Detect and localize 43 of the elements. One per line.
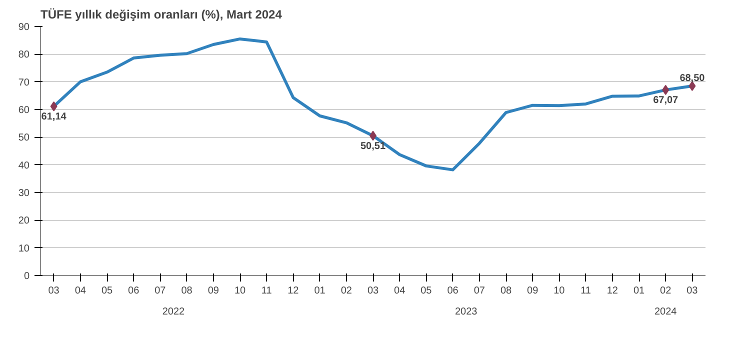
x-tick-label: 02 [660, 286, 672, 296]
x-tick-label: 05 [420, 286, 432, 296]
y-tick-label: 30 [18, 188, 30, 199]
x-tick-label: 08 [500, 286, 512, 296]
text: 2024 [654, 306, 678, 318]
x-tick-label: 11 [580, 286, 592, 296]
x-tick-label: 01 [633, 286, 645, 296]
x-tick-label: 02 [340, 286, 352, 296]
x-tick-label: 12 [606, 286, 618, 296]
x-tick-label: 09 [527, 286, 539, 296]
y-tick-label: 90 [18, 22, 30, 33]
y-tick-label: 60 [18, 105, 30, 116]
y-tick-label: 40 [18, 160, 30, 172]
x-tick-label: 03 [686, 286, 698, 296]
x-tick-label: 10 [234, 286, 246, 296]
text: 2022 [162, 306, 186, 318]
x-tick-label: 07 [154, 286, 166, 296]
x-tick-label: 06 [128, 286, 140, 296]
y-tick-label: 20 [18, 216, 30, 227]
y-tick-label: 70 [18, 77, 30, 88]
x-tick-label: 12 [288, 286, 300, 296]
y-tick-label: 80 [18, 50, 30, 61]
x-tick-label: 11 [261, 286, 272, 296]
y-tick-label: 10 [18, 243, 30, 254]
x-tick-label: 09 [208, 286, 220, 296]
x-tick-label: 04 [394, 286, 406, 296]
x-tick-label: 10 [554, 286, 566, 296]
data-label: 50,51 [360, 140, 386, 152]
x-tick-label: 07 [474, 286, 486, 296]
data-label: 61,14 [41, 111, 67, 122]
x-tick-label: 08 [181, 286, 193, 296]
data-label: 67,07 [653, 94, 679, 106]
x-tick-label: 04 [74, 286, 86, 296]
text: 2023 [454, 306, 478, 318]
y-tick-label: 0 [24, 271, 30, 282]
x-tick-label: 06 [447, 286, 459, 296]
x-tick-label: 01 [314, 286, 326, 296]
x-tick-label: 03 [367, 286, 379, 296]
chart-title: TÜFE yıllık değişim oranları (%), Mart 2024 [40, 8, 282, 22]
x-tick-label: 05 [101, 286, 113, 296]
x-tick-label: 03 [48, 286, 60, 296]
data-label: 68,50 [680, 72, 706, 84]
y-tick-label: 50 [18, 132, 30, 144]
